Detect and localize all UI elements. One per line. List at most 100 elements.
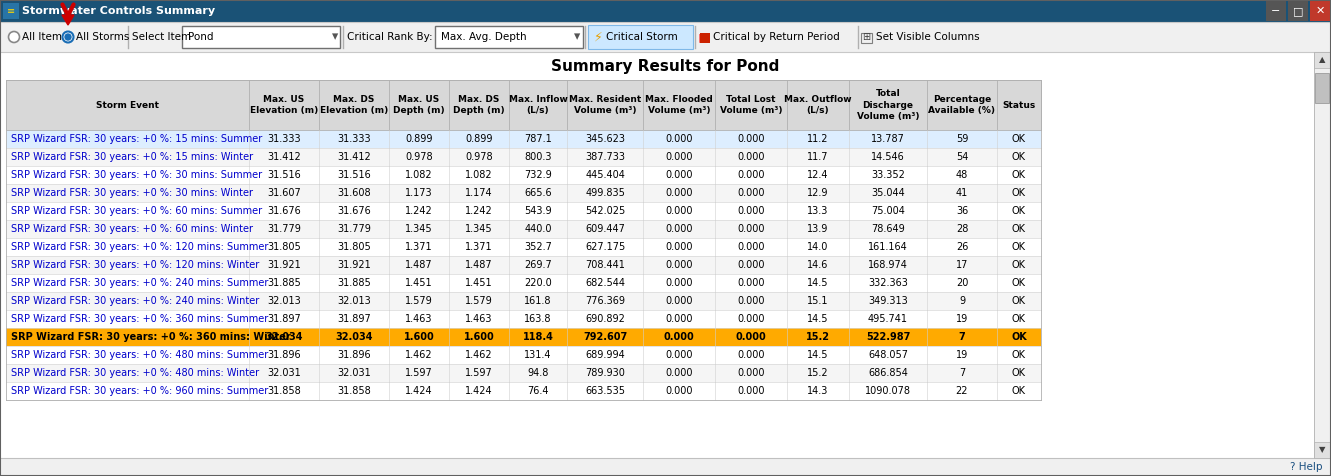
Text: 0.978: 0.978	[405, 152, 433, 162]
Text: 0.000: 0.000	[737, 296, 765, 306]
Text: 1.242: 1.242	[465, 206, 492, 216]
Text: 15.1: 15.1	[807, 296, 829, 306]
Text: 14.5: 14.5	[807, 314, 829, 324]
Circle shape	[65, 34, 71, 40]
Text: 31.896: 31.896	[337, 350, 371, 360]
Text: 387.733: 387.733	[586, 152, 626, 162]
Text: 732.9: 732.9	[524, 170, 552, 180]
Text: SRP Wizard FSR: 30 years: +0 %: 480 mins: Winter: SRP Wizard FSR: 30 years: +0 %: 480 mins…	[11, 368, 260, 378]
Text: 1.174: 1.174	[466, 188, 492, 198]
Text: 32.031: 32.031	[268, 368, 301, 378]
FancyBboxPatch shape	[861, 33, 872, 43]
Text: 1.345: 1.345	[405, 224, 433, 234]
Text: 349.313: 349.313	[868, 296, 908, 306]
Text: 1.371: 1.371	[466, 242, 492, 252]
Text: 31.921: 31.921	[337, 260, 371, 270]
Text: 0.000: 0.000	[666, 350, 692, 360]
Text: 94.8: 94.8	[527, 368, 548, 378]
Text: 31.805: 31.805	[337, 242, 371, 252]
FancyBboxPatch shape	[7, 346, 1041, 364]
FancyBboxPatch shape	[7, 256, 1041, 274]
Text: Max. DS
Depth (m): Max. DS Depth (m)	[453, 95, 504, 115]
Text: 0.000: 0.000	[666, 278, 692, 288]
Text: 32.013: 32.013	[337, 296, 371, 306]
Text: 0.000: 0.000	[737, 314, 765, 324]
Text: 59: 59	[956, 134, 968, 144]
Text: ⚡: ⚡	[594, 30, 603, 43]
FancyBboxPatch shape	[1314, 52, 1330, 458]
Text: OK: OK	[1012, 332, 1028, 342]
Text: ▾: ▾	[574, 30, 580, 43]
Text: SRP Wizard FSR: 30 years: +0 %: 480 mins: Summer: SRP Wizard FSR: 30 years: +0 %: 480 mins…	[11, 350, 269, 360]
Text: 36: 36	[956, 206, 968, 216]
Text: 1.451: 1.451	[466, 278, 492, 288]
Text: 0.978: 0.978	[466, 152, 492, 162]
FancyBboxPatch shape	[1266, 1, 1286, 21]
Text: 789.930: 789.930	[586, 368, 626, 378]
Text: 31.858: 31.858	[268, 386, 301, 396]
Text: Pond: Pond	[188, 32, 213, 42]
Text: OK: OK	[1012, 296, 1026, 306]
FancyBboxPatch shape	[0, 52, 1331, 458]
FancyBboxPatch shape	[7, 148, 1041, 166]
Text: ▾: ▾	[331, 30, 338, 43]
FancyBboxPatch shape	[1310, 1, 1330, 21]
Text: 20: 20	[956, 278, 968, 288]
Text: 12.9: 12.9	[807, 188, 829, 198]
Text: 41: 41	[956, 188, 968, 198]
Text: 1.487: 1.487	[466, 260, 492, 270]
Text: 31.897: 31.897	[337, 314, 371, 324]
Text: 1.579: 1.579	[405, 296, 433, 306]
Text: 31.516: 31.516	[268, 170, 301, 180]
Text: SRP Wizard FSR: 30 years: +0 %: 960 mins: Summer: SRP Wizard FSR: 30 years: +0 %: 960 mins…	[11, 386, 269, 396]
Text: SRP Wizard FSR: 30 years: +0 %: 30 mins: Summer: SRP Wizard FSR: 30 years: +0 %: 30 mins:…	[11, 170, 262, 180]
Text: Max. Outflow
(L/s): Max. Outflow (L/s)	[784, 95, 852, 115]
Text: 13.787: 13.787	[870, 134, 905, 144]
Text: 17: 17	[956, 260, 968, 270]
Text: 220.0: 220.0	[524, 278, 552, 288]
FancyBboxPatch shape	[7, 130, 1041, 148]
Text: 543.9: 543.9	[524, 206, 552, 216]
Text: Max. US
Elevation (m): Max. US Elevation (m)	[250, 95, 318, 115]
FancyBboxPatch shape	[1314, 442, 1330, 458]
Text: 31.885: 31.885	[337, 278, 371, 288]
FancyBboxPatch shape	[182, 26, 339, 48]
Text: Total Lost
Volume (m³): Total Lost Volume (m³)	[720, 95, 783, 115]
Text: OK: OK	[1012, 152, 1026, 162]
Text: OK: OK	[1012, 224, 1026, 234]
Text: 0.000: 0.000	[737, 152, 765, 162]
Text: 14.5: 14.5	[807, 350, 829, 360]
Text: 1.173: 1.173	[405, 188, 433, 198]
FancyBboxPatch shape	[3, 3, 19, 19]
FancyBboxPatch shape	[588, 25, 693, 49]
Text: 0.899: 0.899	[466, 134, 492, 144]
Text: 31.607: 31.607	[268, 188, 301, 198]
Text: ▼: ▼	[1319, 446, 1326, 455]
Text: 1.242: 1.242	[405, 206, 433, 216]
FancyBboxPatch shape	[7, 220, 1041, 238]
Text: OK: OK	[1012, 260, 1026, 270]
Text: 78.649: 78.649	[870, 224, 905, 234]
Text: 0.000: 0.000	[666, 260, 692, 270]
Text: OK: OK	[1012, 278, 1026, 288]
Text: 0.000: 0.000	[737, 386, 765, 396]
Text: ? Help: ? Help	[1291, 462, 1323, 472]
Text: 682.544: 682.544	[586, 278, 626, 288]
Text: OK: OK	[1012, 134, 1026, 144]
Text: 1.451: 1.451	[405, 278, 433, 288]
Text: ▲: ▲	[1319, 56, 1326, 65]
Text: Percentage
Available (%): Percentage Available (%)	[929, 95, 996, 115]
Text: 28: 28	[956, 224, 968, 234]
FancyBboxPatch shape	[7, 292, 1041, 310]
Text: 522.987: 522.987	[865, 332, 910, 342]
Text: 1.600: 1.600	[463, 332, 494, 342]
Text: 9: 9	[958, 296, 965, 306]
Text: ✕: ✕	[1315, 6, 1324, 16]
Text: 0.000: 0.000	[666, 224, 692, 234]
Text: 31.805: 31.805	[268, 242, 301, 252]
Text: 686.854: 686.854	[868, 368, 908, 378]
Text: SRP Wizard FSR: 30 years: +0 %: 60 mins: Winter: SRP Wizard FSR: 30 years: +0 %: 60 mins:…	[11, 224, 253, 234]
Text: 495.741: 495.741	[868, 314, 908, 324]
Text: 📅: 📅	[699, 32, 705, 42]
Text: SRP Wizard FSR: 30 years: +0 %: 15 mins: Summer: SRP Wizard FSR: 30 years: +0 %: 15 mins:…	[11, 134, 262, 144]
